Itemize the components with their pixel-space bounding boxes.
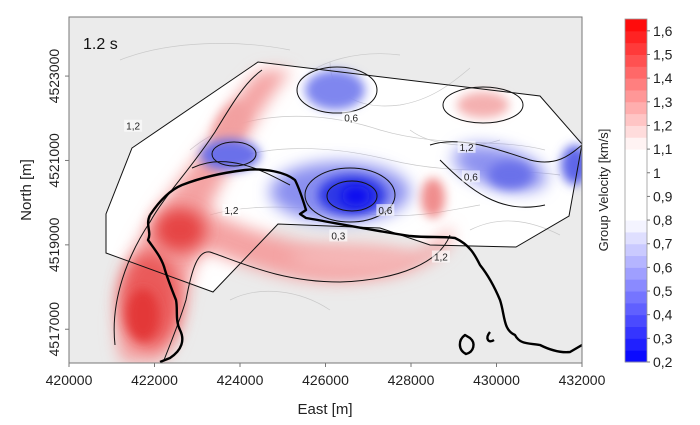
colorbar-tick-label: 1: [653, 165, 661, 181]
x-axis-ticks: 420000 422000 424000 426000 428000 430000 4320…: [46, 363, 606, 388]
contour-label-bg: [461, 170, 480, 183]
y-tick-label: 4517000: [46, 302, 62, 357]
colorbar-swatch: [625, 255, 647, 268]
colorbar-tick-label: 0,8: [653, 212, 673, 228]
colorbar-swatch: [625, 208, 647, 221]
colorbar-swatch: [625, 137, 647, 150]
colorbar-swatch: [625, 314, 647, 328]
colorbar-frame: [624, 18, 648, 363]
colorbar-swatch: [625, 101, 647, 115]
contour-label-bg: [342, 111, 361, 124]
contour-label: 1,2: [434, 253, 448, 264]
contour-label-bg: [124, 119, 143, 132]
colorbar: 0,2 0,3 0,4 0,5 0,6 0,7 0,8 0,9 1 1,1 1,2 1,3 1,4 1,5…: [624, 18, 673, 370]
colorbar-tick-label: 1,1: [653, 141, 673, 157]
x-tick-label: 420000: [46, 372, 93, 388]
colorbar-tick-label: 0,6: [653, 259, 673, 275]
y-tick-label: 4519000: [46, 217, 62, 272]
colorbar-swatch: [625, 42, 647, 55]
colorbar-swatch: [625, 291, 647, 304]
contour-lines: [113, 66, 582, 361]
colorbar-swatch: [625, 279, 647, 292]
colorbar-swatch: [625, 125, 647, 138]
time-annotation: 1.2 s: [83, 36, 118, 53]
colorbar-swatch: [625, 196, 647, 209]
colorbar-tick-label: 0,4: [653, 307, 673, 323]
contour-label: 1,2: [126, 122, 140, 133]
colorbar-swatch: [625, 326, 647, 339]
coastline: [146, 168, 582, 363]
colorbar-swatch: [625, 350, 647, 363]
colorbar-label: Group Velocity [km/s]: [596, 129, 611, 252]
contour-labels: 1,2 1,2 0,6 1,2 0,6 0,6 0,3 1,2: [124, 111, 480, 264]
colorbar-tick-label: 0,7: [653, 236, 673, 252]
map-layer: 1,2 1,2 0,6 1,2 0,6 0,6 0,3 1,2: [105, 43, 582, 363]
colorbar-tick-label: 1,2: [653, 117, 673, 133]
x-tick-label: 422000: [131, 372, 178, 388]
colorbar-tick-label: 0,5: [653, 283, 673, 299]
colorbar-tick-label: 1,3: [653, 94, 673, 110]
y-tick-label: 4521000: [46, 133, 62, 188]
colorbar-swatch: [625, 160, 647, 174]
colorbar-swatch: [625, 267, 647, 280]
high-velocity-zones: [116, 70, 509, 362]
colorbar-swatch: [625, 184, 647, 197]
colorbar-swatch: [625, 78, 647, 91]
colorbar-swatch: [625, 338, 647, 351]
x-tick-label: 424000: [217, 372, 264, 388]
colorbar-swatch: [625, 30, 647, 44]
x-tick-label: 426000: [302, 372, 349, 388]
colorbar-swatch: [625, 54, 647, 67]
colorbar-tick-label: 1,4: [653, 70, 673, 86]
colorbar-swatch: [625, 231, 647, 245]
contour-label: 0,6: [344, 113, 358, 124]
contour-label: 0,6: [464, 172, 478, 183]
contour-label-bg: [222, 204, 241, 217]
x-tick-label: 428000: [388, 372, 435, 388]
contour-label-bg: [457, 140, 476, 153]
colorbar-swatch: [625, 172, 647, 186]
y-tick-label: 4523000: [46, 49, 62, 104]
contour-label: 1,2: [224, 206, 238, 217]
contour-label: 0,3: [331, 231, 345, 242]
colorbar-tick-label: 0,2: [653, 354, 673, 370]
colorbar-swatch: [625, 66, 647, 79]
contour-label-bg: [376, 204, 395, 217]
colorbar-swatch: [625, 19, 647, 32]
colorbar-tick-label: 0,3: [653, 330, 673, 346]
x-tick-label: 430000: [473, 372, 520, 388]
y-axis-ticks: 4517000 4519000 4521000 4523000: [46, 49, 69, 357]
contour-label: 1,2: [460, 143, 474, 154]
colorbar-swatch: [625, 220, 647, 233]
colorbar-swatch: [625, 113, 647, 126]
colorbar-tick-label: 1,6: [653, 23, 673, 39]
colorbar-swatch: [625, 89, 647, 103]
contour-label-bg: [431, 250, 450, 263]
y-axis-label: North [m]: [18, 159, 35, 221]
contour-label-bg: [329, 229, 348, 242]
colorbar-swatch: [625, 149, 647, 162]
survey-outline: [105, 61, 582, 293]
colorbar-tick-label: 0,9: [653, 188, 673, 204]
colorbar-swatch: [625, 302, 647, 316]
contour-label: 0,6: [378, 206, 392, 217]
colorbar-swatch: [625, 243, 647, 257]
x-tick-label: 432000: [559, 372, 606, 388]
x-axis-label: East [m]: [297, 401, 352, 418]
colorbar-tick-label: 1,5: [653, 46, 673, 62]
